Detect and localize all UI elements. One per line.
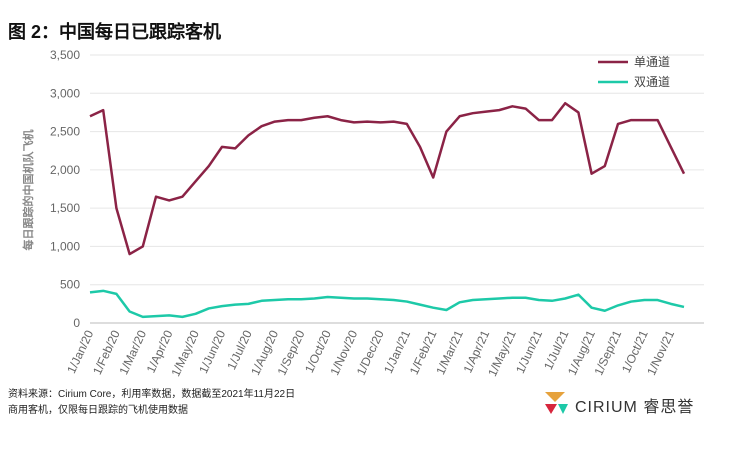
footnote: 商用客机，仅限每日跟踪的飞机使用数据: [8, 403, 188, 416]
y-tick-label: 2,000: [50, 163, 80, 177]
y-axis-label: 每日跟踪的中国机队飞机: [21, 130, 35, 251]
series-line: [89, 289, 685, 319]
legend-label: 双通道: [634, 75, 670, 89]
logo: CIRIUM 睿思誉: [575, 398, 694, 416]
legend-label: 单通道: [634, 55, 670, 69]
y-tick-label: 2,500: [50, 125, 80, 139]
y-tick-label: 3,500: [50, 48, 80, 62]
y-tick-label: 1,500: [50, 201, 80, 215]
chart-title: 图 2：中国每日已跟踪客机: [8, 21, 221, 42]
y-tick-label: 0: [73, 316, 80, 330]
series-line: [89, 101, 686, 256]
footnote: 资料来源：Cirium Core，利用率数据，数据截至2021年11月22日: [8, 387, 295, 400]
y-tick-label: 500: [60, 278, 80, 292]
y-tick-label: 1,000: [50, 239, 80, 253]
y-tick-label: 3,000: [50, 86, 80, 100]
logo-icon: [545, 392, 568, 414]
